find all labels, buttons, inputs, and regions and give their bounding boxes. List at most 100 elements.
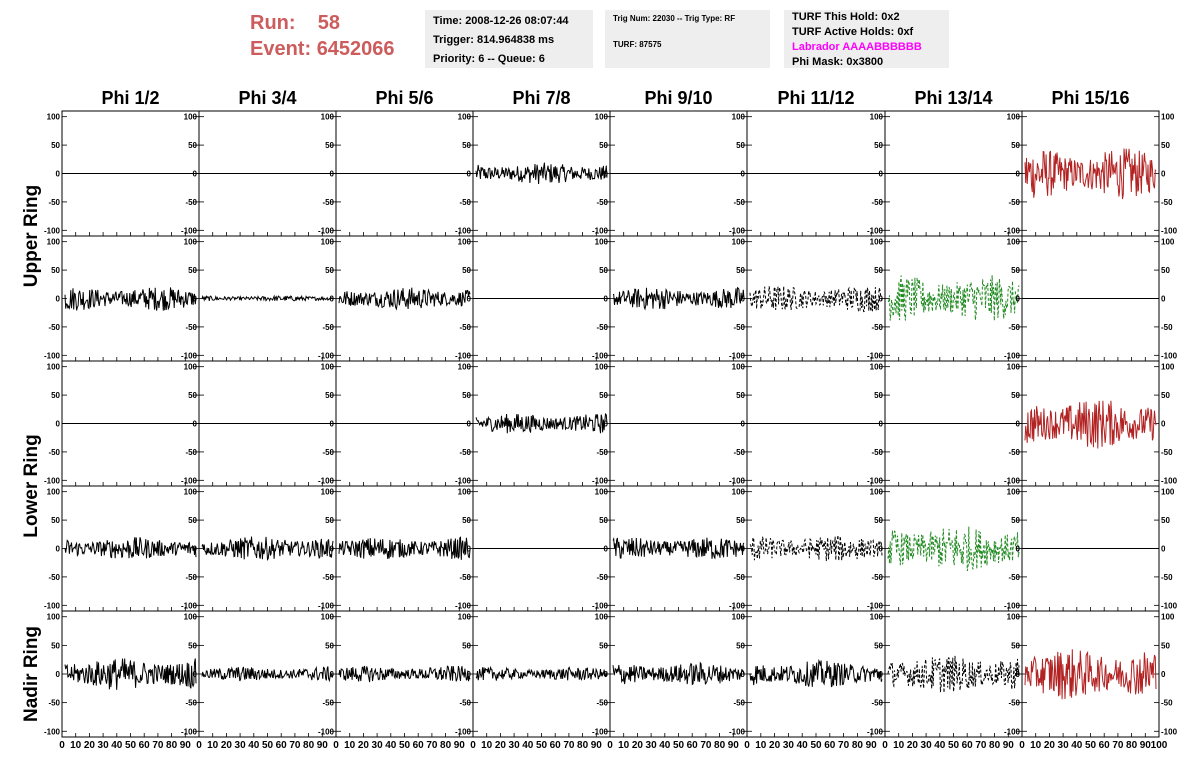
waveform-trace: [887, 526, 1020, 572]
x-tick-label: 70: [975, 740, 987, 751]
y-tick-label: -100: [729, 476, 746, 485]
y-tick-label: 100: [47, 113, 61, 122]
y-tick-label: 100: [47, 363, 61, 372]
y-tick-label: 0: [56, 545, 61, 554]
x-tick-label: 40: [1071, 740, 1083, 751]
y-tick-label: 0: [604, 170, 609, 179]
y-tick-label: -100: [867, 727, 884, 736]
x-tick-label: 30: [372, 740, 384, 751]
y-tick-label: 0: [193, 545, 198, 554]
y-tick-label: -100: [1161, 601, 1178, 610]
x-tick-label: 40: [797, 740, 809, 751]
y-tick-label: 100: [1161, 613, 1175, 622]
y-tick-label: -100: [592, 351, 609, 360]
y-tick-label: 100: [732, 113, 746, 122]
y-tick-label: 50: [462, 141, 471, 150]
x-tick-label: 70: [838, 740, 850, 751]
y-tick-label: 100: [870, 113, 884, 122]
priority-text: Priority: 6 -- Queue: 6: [433, 53, 545, 65]
x-tick-label: 90: [1003, 740, 1015, 751]
x-tick-label: 10: [207, 740, 219, 751]
y-tick-label: -50: [871, 573, 883, 582]
y-tick-label: 50: [1011, 391, 1020, 400]
y-tick-label: 100: [184, 488, 198, 497]
x-tick-label: 80: [166, 740, 178, 751]
y-tick-label: 0: [604, 420, 609, 429]
turf-active-text: TURF Active Holds: 0xf: [792, 26, 914, 38]
x-tick-label: 10: [893, 740, 905, 751]
x-tick-label: 100: [1151, 740, 1168, 751]
waveform-trace: [612, 661, 745, 686]
y-tick-label: 0: [330, 295, 335, 304]
waveform-trace: [749, 658, 883, 688]
x-tick-label: 40: [659, 740, 671, 751]
y-tick-label: 100: [1161, 113, 1175, 122]
y-tick-label: 50: [325, 391, 334, 400]
y-tick-label: -50: [459, 323, 471, 332]
y-tick-label: 50: [1161, 391, 1170, 400]
x-tick-label: 60: [139, 740, 151, 751]
y-tick-label: 100: [184, 363, 198, 372]
waveform-trace: [475, 162, 608, 185]
y-tick-label: 0: [467, 420, 472, 429]
ring-label: Lower Ring: [21, 434, 42, 537]
y-tick-label: -50: [322, 573, 334, 582]
y-tick-label: 0: [330, 545, 335, 554]
y-tick-label: 0: [193, 295, 198, 304]
x-tick-label: 80: [1126, 740, 1138, 751]
x-tick-label: 60: [687, 740, 699, 751]
y-tick-label: 50: [599, 141, 608, 150]
y-tick-label: 50: [462, 266, 471, 275]
y-tick-label: -100: [1004, 727, 1021, 736]
y-tick-label: -100: [44, 727, 61, 736]
y-tick-label: -100: [455, 601, 472, 610]
y-tick-label: 0: [467, 670, 472, 679]
waveform-trace: [64, 658, 197, 690]
y-tick-label: 50: [599, 516, 608, 525]
y-tick-label: -100: [729, 226, 746, 235]
y-tick-label: 50: [1011, 641, 1020, 650]
x-tick-label: 10: [70, 740, 82, 751]
y-tick-label: 100: [595, 613, 609, 622]
time-info-box: Time: 2008-12-26 08:07:44 Trigger: 814.9…: [425, 10, 593, 68]
x-tick-label: 20: [1044, 740, 1056, 751]
y-tick-label: 50: [736, 391, 745, 400]
x-tick-label: 40: [522, 740, 534, 751]
y-tick-label: 100: [732, 613, 746, 622]
y-tick-label: 100: [1161, 238, 1175, 247]
x-tick-label: 40: [385, 740, 397, 751]
y-tick-label: 0: [879, 545, 884, 554]
event-value: 6452066: [316, 38, 395, 60]
x-tick-label: 10: [618, 740, 630, 751]
y-tick-label: 100: [1007, 238, 1021, 247]
y-tick-label: 100: [321, 488, 335, 497]
y-tick-label: -100: [592, 476, 609, 485]
x-tick-label: 70: [1112, 740, 1124, 751]
x-tick-label: 0: [59, 740, 65, 751]
y-tick-label: 50: [188, 266, 197, 275]
y-tick-label: 100: [732, 488, 746, 497]
x-tick-label: 50: [810, 740, 822, 751]
x-tick-label: 10: [755, 740, 767, 751]
y-tick-label: -50: [1008, 699, 1020, 708]
y-tick-label: -50: [1008, 323, 1020, 332]
x-tick-label: 30: [783, 740, 795, 751]
y-tick-label: -100: [318, 601, 335, 610]
y-tick-label: -50: [48, 448, 60, 457]
y-tick-label: 50: [188, 391, 197, 400]
x-tick-label: 10: [1030, 740, 1042, 751]
waveform-trace: [887, 275, 1020, 321]
x-tick-label: 20: [632, 740, 644, 751]
y-tick-label: 100: [1007, 113, 1021, 122]
event-label: Event:: [250, 38, 312, 60]
y-tick-label: 50: [462, 391, 471, 400]
y-tick-label: -100: [318, 476, 335, 485]
x-tick-label: 80: [577, 740, 589, 751]
x-tick-label: 0: [470, 740, 476, 751]
y-tick-label: 0: [741, 545, 746, 554]
y-tick-label: 0: [741, 295, 746, 304]
y-tick-label: -50: [322, 448, 334, 457]
x-tick-label: 0: [1019, 740, 1025, 751]
y-tick-label: 100: [870, 238, 884, 247]
y-tick-label: 50: [874, 141, 883, 150]
